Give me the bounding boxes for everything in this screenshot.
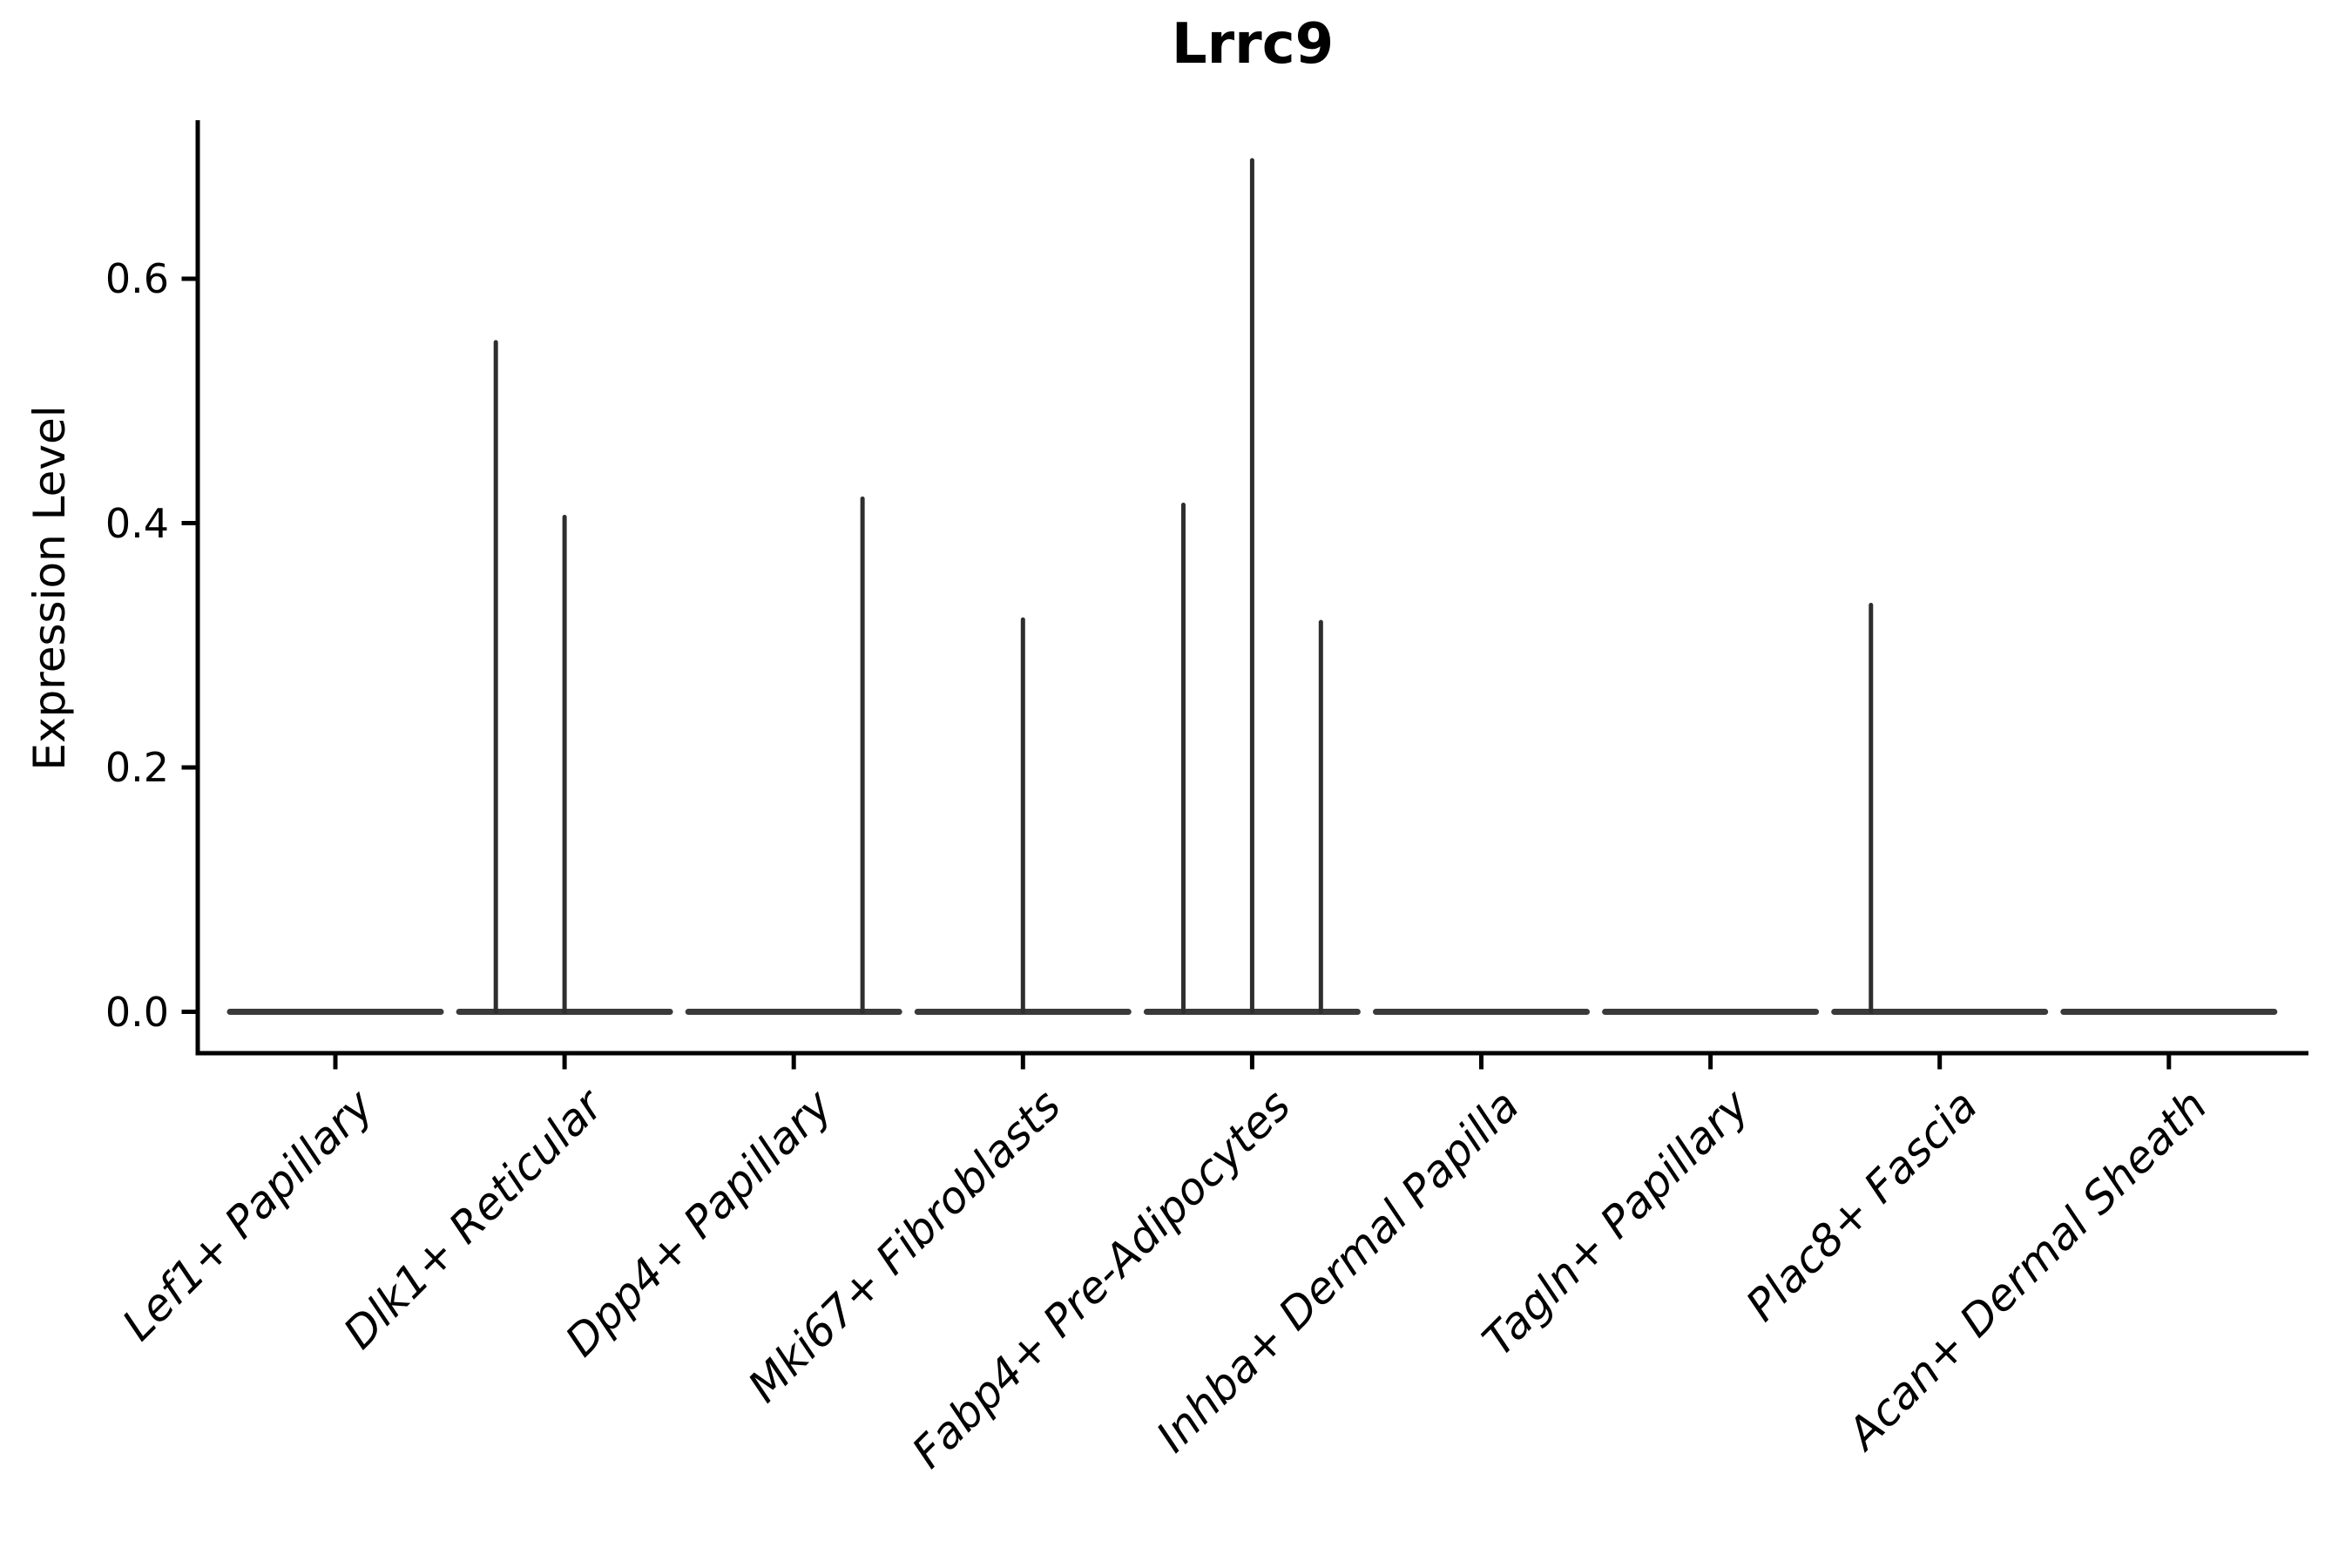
y-tick-label: 0.2 [105, 744, 169, 791]
y-tick-label: 0.0 [105, 988, 169, 1036]
chart-title: Lrrc9 [1171, 12, 1335, 77]
y-tick-label: 0.4 [105, 499, 169, 547]
y-tick-label: 0.6 [105, 255, 169, 302]
